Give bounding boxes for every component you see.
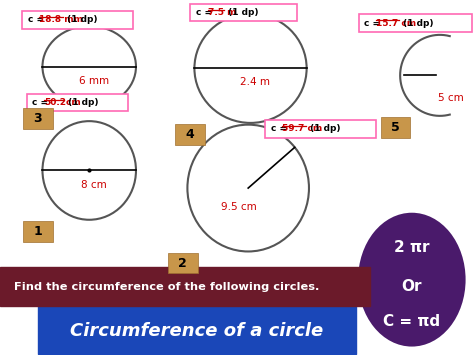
Text: 3: 3 — [34, 112, 42, 125]
Text: (1 dp): (1 dp) — [64, 15, 97, 24]
Text: 5: 5 — [391, 121, 400, 134]
Text: 2 πr: 2 πr — [394, 240, 429, 256]
FancyBboxPatch shape — [381, 117, 410, 138]
Text: c =: c = — [32, 98, 52, 107]
Text: 15.7 cm: 15.7 cm — [376, 19, 416, 28]
Text: c =: c = — [27, 15, 47, 24]
FancyBboxPatch shape — [22, 11, 133, 28]
Text: Find the circumference of the following circles.: Find the circumference of the following … — [14, 282, 320, 292]
Text: c =: c = — [196, 8, 215, 17]
FancyBboxPatch shape — [175, 124, 205, 145]
Text: (1 dp): (1 dp) — [401, 19, 434, 28]
Text: c =: c = — [271, 124, 290, 133]
Text: 18.8 mm: 18.8 mm — [39, 15, 83, 24]
Text: 1: 1 — [33, 225, 42, 238]
Text: 9.5 cm: 9.5 cm — [221, 202, 257, 212]
Text: C = πd: C = πd — [383, 315, 440, 329]
Text: (1 dp): (1 dp) — [65, 98, 99, 107]
Text: 4: 4 — [185, 128, 194, 141]
Text: 2.4 m: 2.4 m — [240, 77, 270, 87]
Ellipse shape — [358, 213, 465, 346]
Text: 7.5 m: 7.5 m — [208, 8, 236, 17]
Text: c =: c = — [364, 19, 383, 28]
FancyBboxPatch shape — [23, 109, 53, 129]
Text: Circumference of a circle: Circumference of a circle — [70, 322, 323, 340]
Text: (1 dp): (1 dp) — [225, 8, 259, 17]
Text: (1 dp): (1 dp) — [307, 124, 340, 133]
Text: Or: Or — [401, 279, 422, 294]
Text: 2: 2 — [178, 257, 187, 269]
FancyBboxPatch shape — [168, 253, 198, 273]
FancyBboxPatch shape — [38, 306, 356, 354]
Text: 6 mm: 6 mm — [79, 76, 109, 86]
FancyBboxPatch shape — [190, 4, 297, 21]
Text: 50.2cm: 50.2cm — [44, 98, 81, 107]
FancyBboxPatch shape — [23, 221, 53, 242]
Text: 59.7 cm: 59.7 cm — [283, 124, 323, 133]
FancyBboxPatch shape — [265, 120, 376, 138]
FancyBboxPatch shape — [358, 15, 472, 32]
Text: 5 cm: 5 cm — [438, 93, 464, 103]
FancyBboxPatch shape — [0, 267, 370, 306]
Text: 8 cm: 8 cm — [81, 180, 107, 190]
FancyBboxPatch shape — [27, 94, 128, 111]
